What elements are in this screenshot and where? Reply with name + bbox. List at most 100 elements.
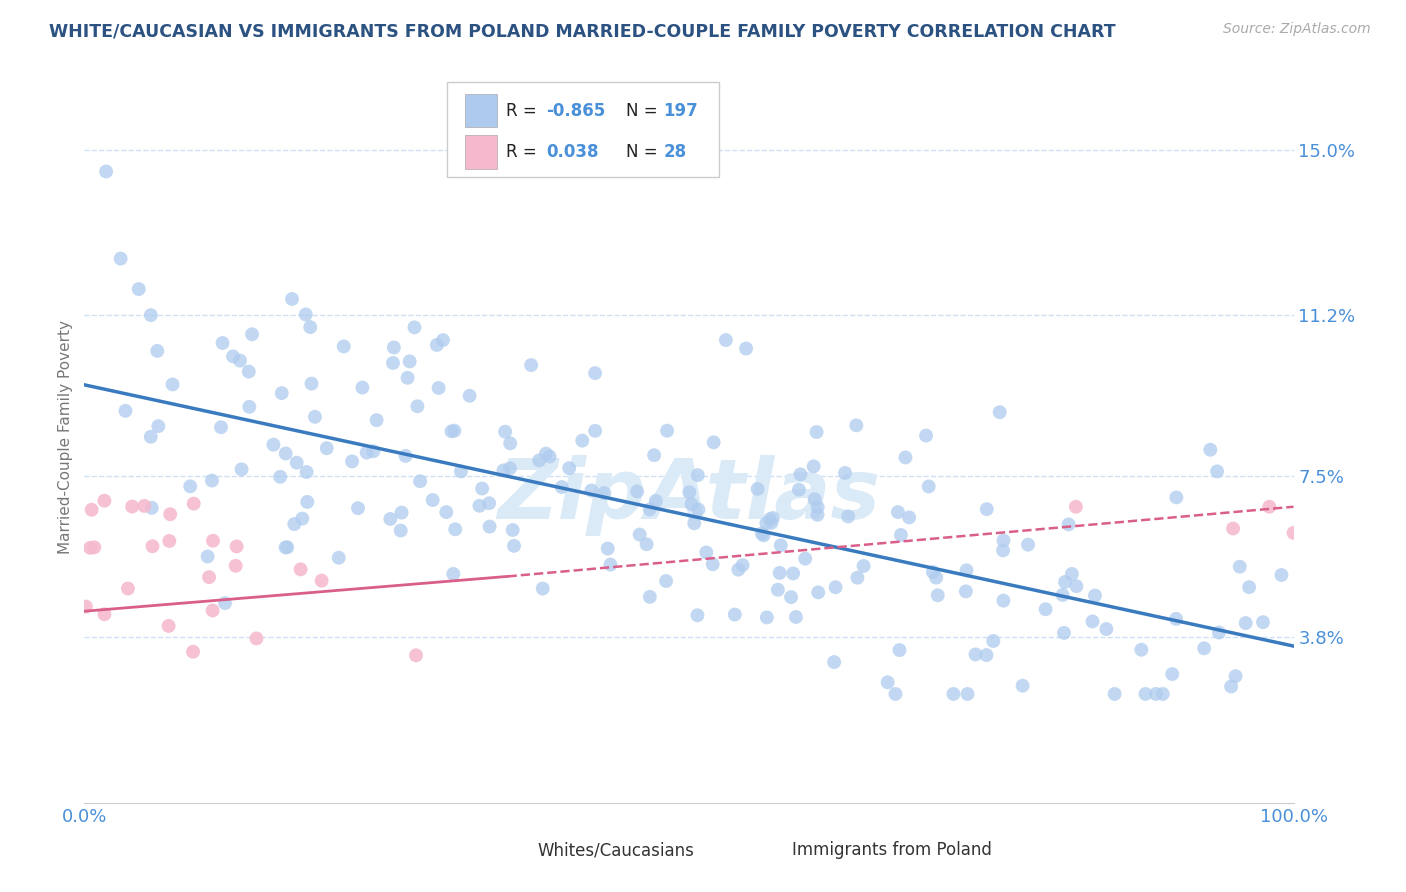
Point [1282,525,1305,540]
Point [683,516,706,531]
Point [890,528,912,542]
Point [294,308,316,322]
Point [759,512,782,526]
Point [183,497,205,511]
Point [1222,521,1244,535]
Point [1053,574,1076,589]
Point [209,420,232,434]
Point [117,582,139,596]
Point [834,466,856,480]
Point [531,582,554,596]
Point [551,480,574,494]
Point [686,608,709,623]
Point [755,516,778,531]
Point [636,537,658,551]
Text: R =: R = [506,102,543,120]
Point [593,486,616,500]
Point [404,320,426,334]
Point [139,308,162,322]
Point [1152,687,1174,701]
Point [991,543,1014,558]
FancyBboxPatch shape [754,836,785,864]
Point [688,502,710,516]
Text: WHITE/CAUCASIAN VS IMMIGRANTS FROM POLAND MARRIED-COUPLE FAMILY POVERTY CORRELAT: WHITE/CAUCASIAN VS IMMIGRANTS FROM POLAN… [49,22,1116,40]
Point [198,570,221,584]
Point [225,540,247,554]
Point [238,365,260,379]
Point [148,419,170,434]
Point [1161,667,1184,681]
FancyBboxPatch shape [465,94,496,128]
Point [988,405,1011,419]
Point [644,494,666,508]
Point [157,619,180,633]
Point [1084,589,1107,603]
Point [894,450,917,465]
Point [366,413,388,427]
Point [426,338,449,352]
Point [240,327,263,342]
Point [238,400,260,414]
Point [681,497,703,511]
Point [1229,559,1251,574]
Point [1053,626,1076,640]
Point [1237,580,1260,594]
Point [751,526,773,541]
Point [494,425,516,439]
Point [703,435,725,450]
Point [94,164,117,178]
Point [876,675,898,690]
Point [643,448,665,462]
Point [655,574,678,588]
Point [262,438,284,452]
Point [134,499,156,513]
Point [1095,622,1118,636]
Point [942,687,965,701]
Text: 0.038: 0.038 [547,143,599,161]
Text: 28: 28 [664,143,686,161]
Text: -0.865: -0.865 [547,102,606,120]
Point [787,483,810,497]
Point [179,479,201,493]
Point [1192,641,1215,656]
FancyBboxPatch shape [465,135,496,169]
Point [782,566,804,581]
Point [638,590,661,604]
Point [274,541,297,555]
Point [735,342,758,356]
Point [422,493,444,508]
Point [596,541,619,556]
Point [389,524,412,538]
Point [626,484,648,499]
Point [655,424,678,438]
Point [921,565,943,579]
Point [276,541,298,555]
Point [281,292,304,306]
Point [761,516,783,530]
Point [1060,566,1083,581]
Point [1234,615,1257,630]
Point [955,563,977,577]
Point [409,475,432,489]
Point [520,358,543,372]
Point [285,456,308,470]
Point [128,282,150,296]
Point [406,399,429,413]
Point [927,588,949,602]
Text: Whites/Caucasians: Whites/Caucasians [538,841,695,859]
Point [80,502,103,516]
Point [794,551,817,566]
Point [1144,687,1167,701]
Point [214,596,236,610]
Point [315,441,337,455]
Point [823,655,845,669]
Point [352,380,374,394]
Point [769,538,792,552]
Point [538,450,561,464]
Point [558,461,581,475]
Point [1206,464,1229,478]
Point [283,517,305,532]
Point [458,389,481,403]
Point [83,541,105,555]
Point [299,320,322,334]
